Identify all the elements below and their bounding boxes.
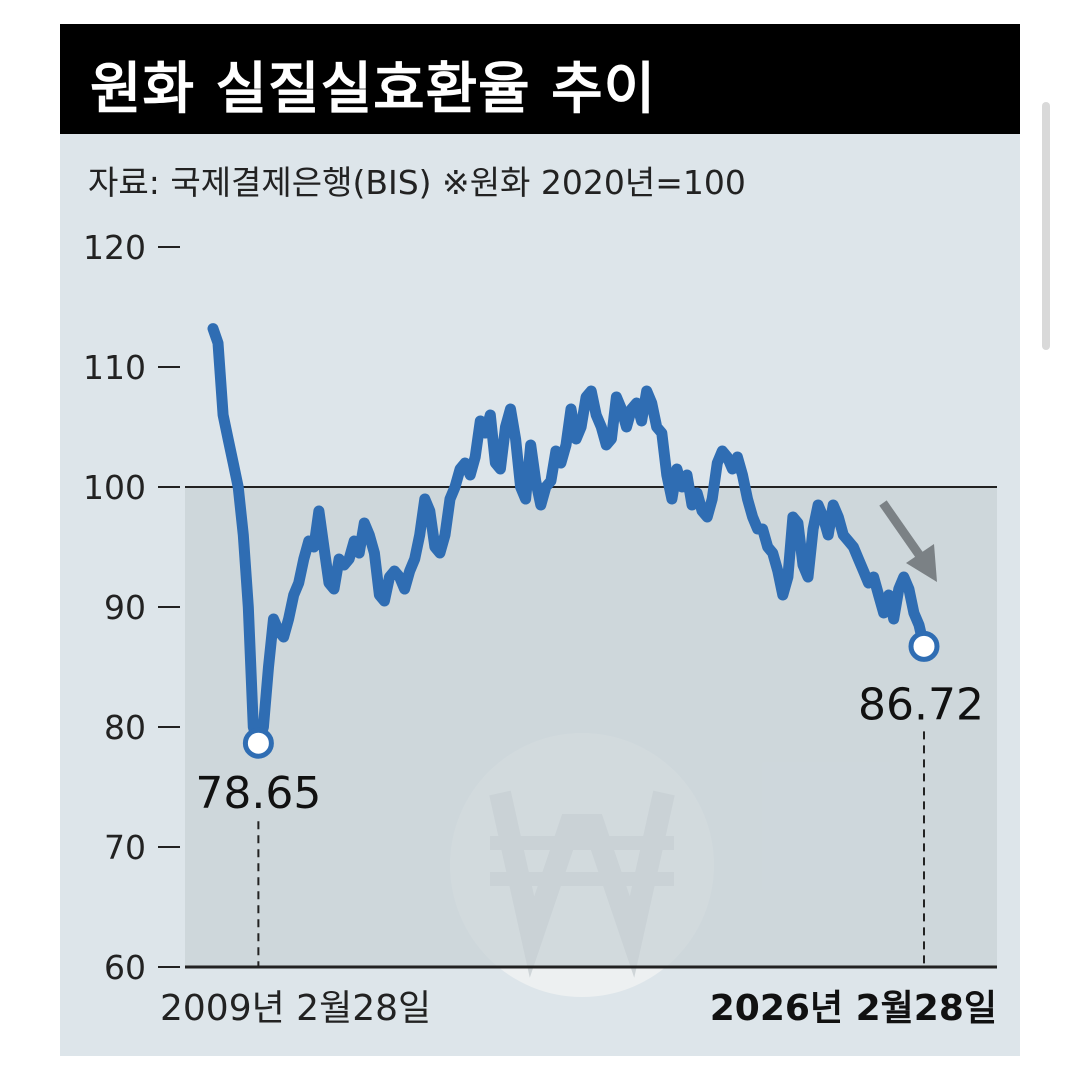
- chart-title: 원화 실질실효환율 추이: [90, 57, 657, 122]
- scrollbar[interactable]: [1042, 102, 1050, 350]
- x-end-label: 2026년 2월28일: [710, 988, 997, 1029]
- source-note: 자료: 국제결제은행(BIS) ※원화 2020년=100: [88, 163, 746, 202]
- series-line: [207, 323, 930, 749]
- y-tick-label: 120: [83, 228, 146, 267]
- y-tick-label: 110: [83, 348, 146, 387]
- min-point-marker: [242, 727, 274, 759]
- down-right-arrow-icon: [879, 500, 937, 582]
- last-value-label: 86.72: [858, 679, 984, 730]
- y-tick-label: 100: [83, 468, 146, 507]
- y-tick-label: 80: [104, 708, 146, 747]
- y-tick-label: 60: [104, 948, 146, 987]
- x-start-label: 2009년 2월28일: [160, 988, 431, 1029]
- min-value-label: 78.65: [195, 768, 321, 819]
- last-point-marker: [908, 630, 940, 662]
- title-bar: 원화 실질실효환율 추이: [60, 24, 1020, 134]
- y-tick-label: 90: [104, 588, 146, 627]
- y-tick-label: 70: [104, 828, 146, 867]
